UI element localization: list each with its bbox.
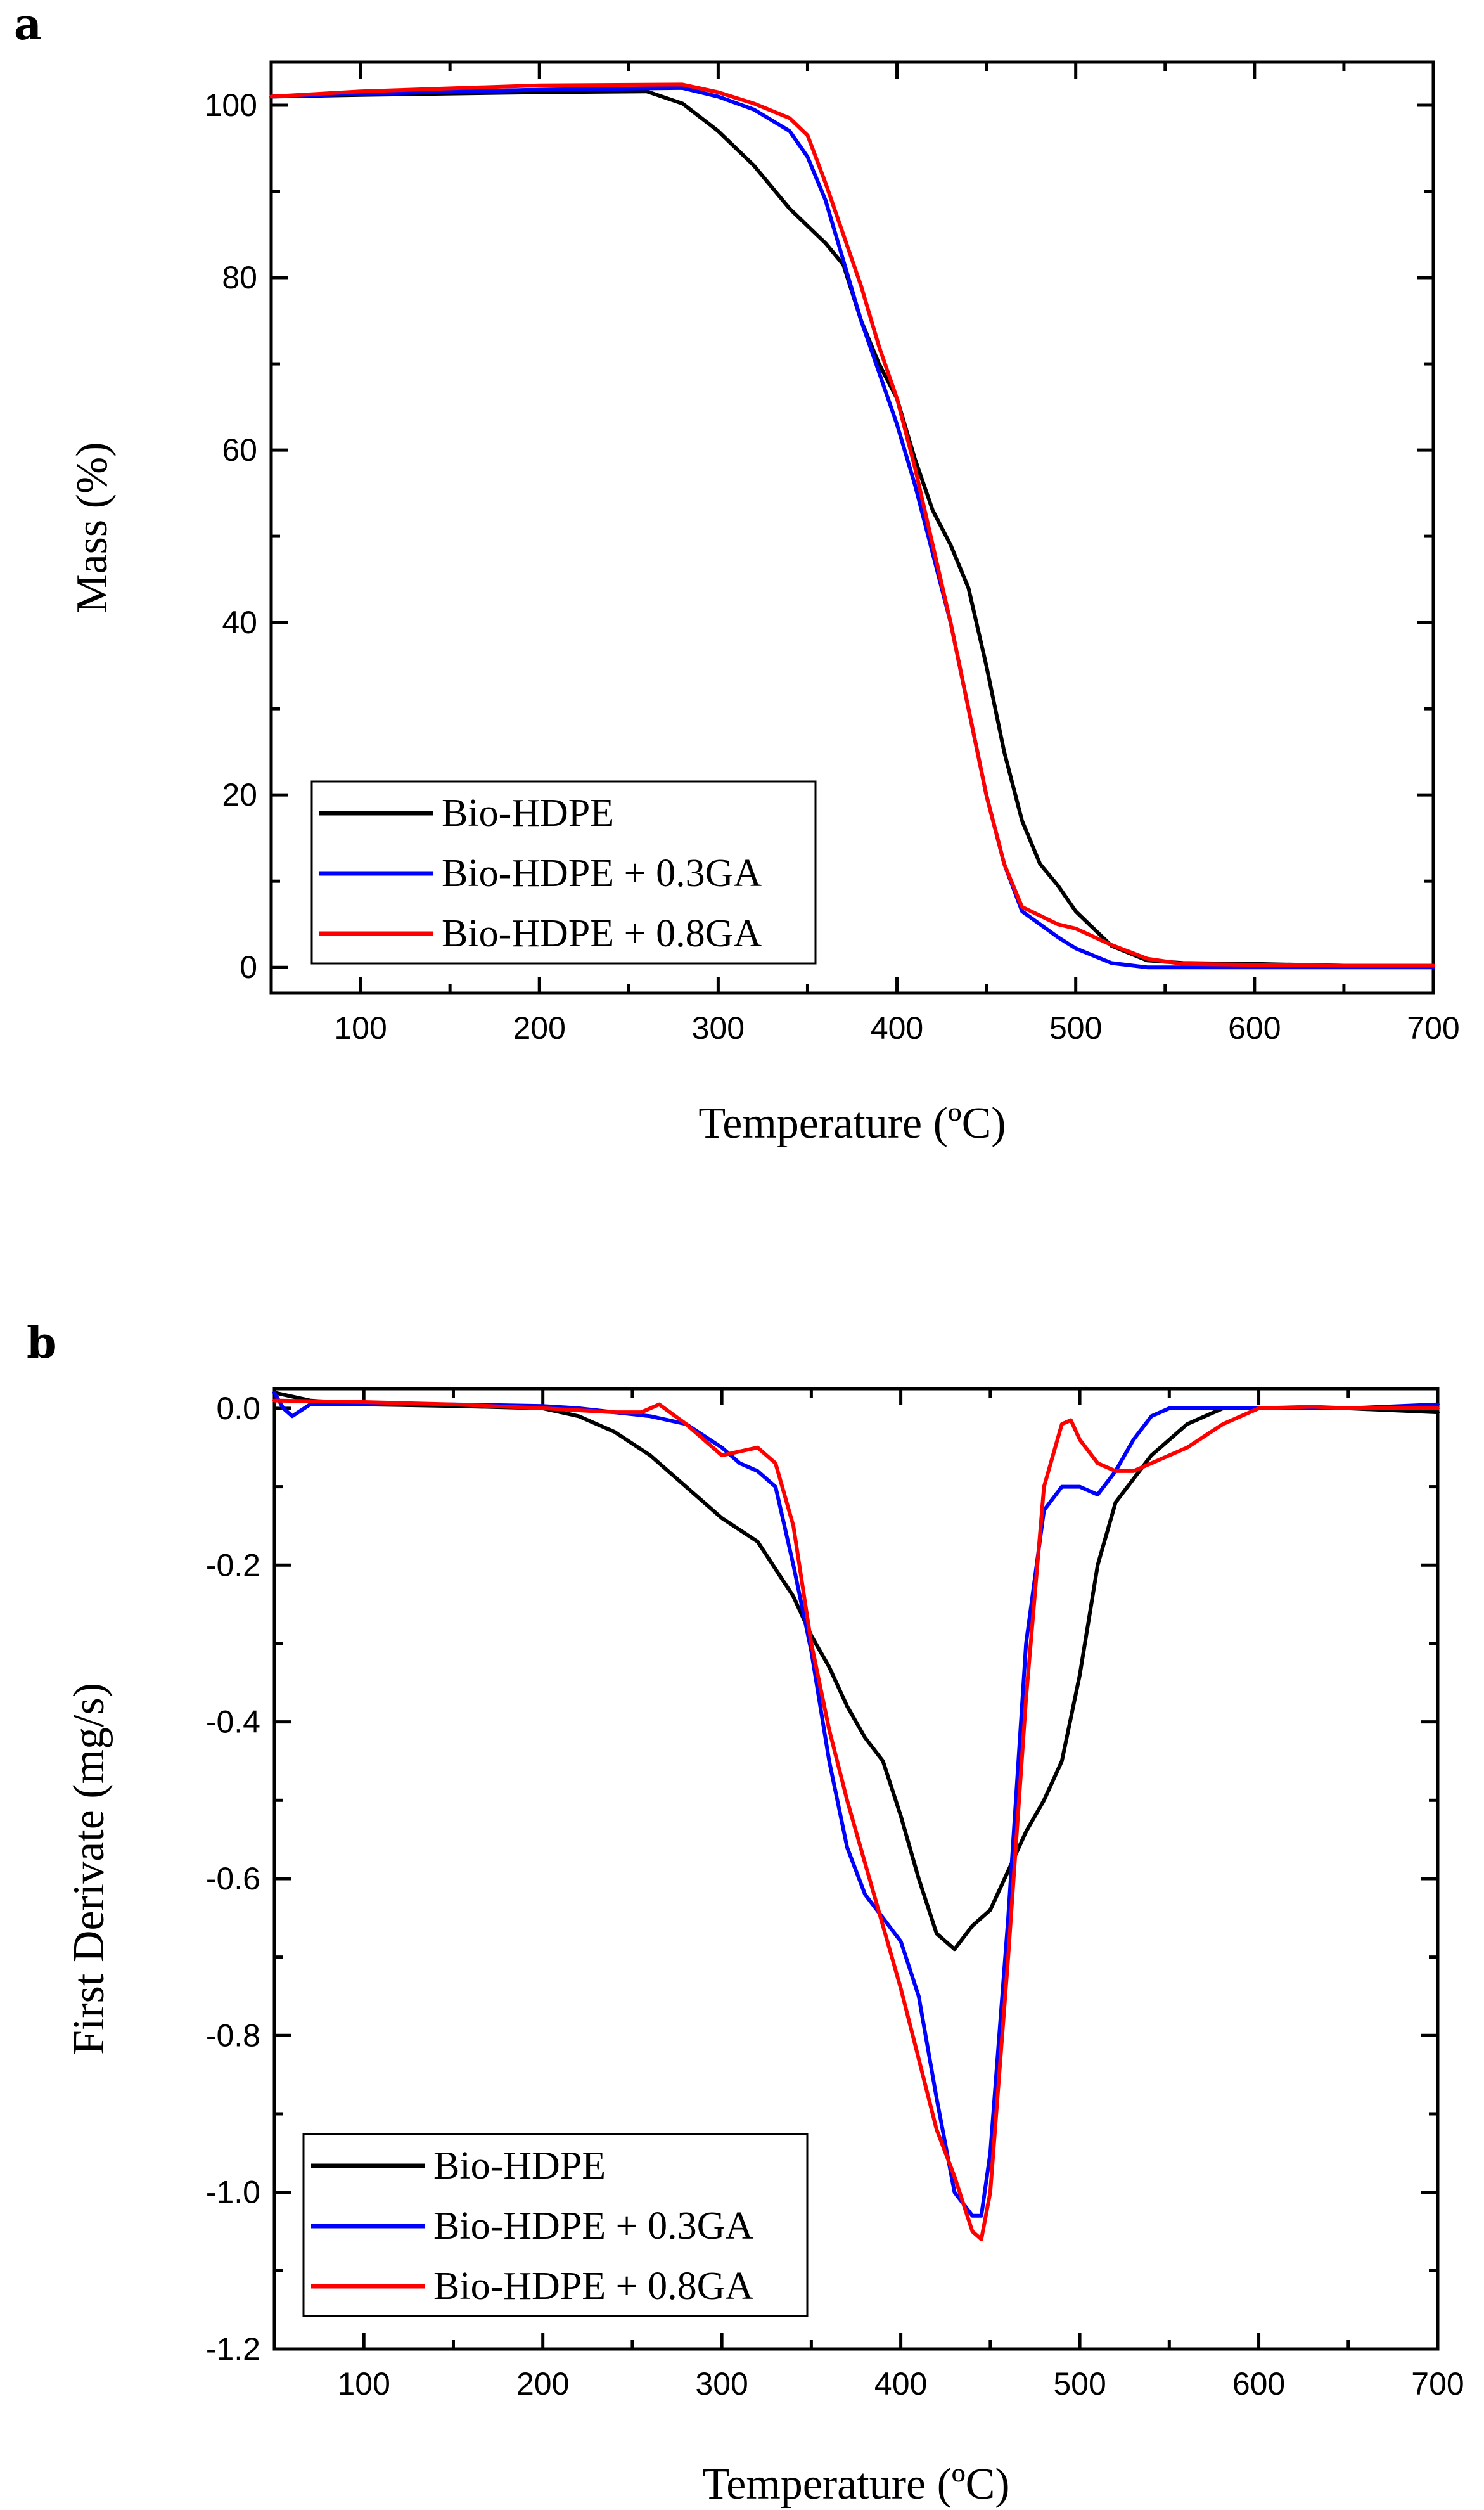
chart-a-y-tick-label: 80 xyxy=(222,260,257,295)
chart-b-y-tick-label: 0.0 xyxy=(216,1391,260,1426)
chart-a-legend-label: Bio-HDPE + 0.8GA xyxy=(442,912,762,955)
chart-b-y-tick-label: -0.2 xyxy=(206,1547,260,1583)
chart-b-plot-frame xyxy=(272,1387,1440,2351)
chart-b-first-derivate: 100 200 300 400 500 600 700 0.0 -0.2 -0.4 -0.6 -0.8… xyxy=(65,1387,1464,2509)
chart-a-y-tick-label: 0 xyxy=(240,949,257,985)
chart-a-legend-label: Bio-HDPE + 0.3GA xyxy=(442,852,762,895)
chart-b-x-axis-title: Temperature (ºC) xyxy=(702,2460,1009,2509)
chart-b-x-tick-label: 700 xyxy=(1411,2366,1464,2402)
chart-b-y-tick-label: -0.8 xyxy=(206,2018,260,2053)
chart-b-y-tick-label: -0.4 xyxy=(206,1704,260,1740)
chart-b-y-tick-label: -1.0 xyxy=(206,2175,260,2210)
chart-b-y-tick-label: -0.6 xyxy=(206,1861,260,1896)
chart-b-y-tick-label: -1.2 xyxy=(206,2331,260,2367)
chart-a-mass: 100 200 300 400 500 600 700 0 20 40 60 80 100 Tempera… xyxy=(68,60,1460,1148)
chart-b-x-tick-label: 100 xyxy=(338,2366,390,2402)
chart-b-series-bio-hdpe-0-3ga-line xyxy=(272,1391,1440,2218)
chart-a-x-tick-label: 700 xyxy=(1407,1010,1459,1046)
chart-b-x-tick-label: 500 xyxy=(1053,2366,1106,2402)
chart-a-y-axis-title: Mass (%) xyxy=(68,442,117,613)
chart-b-series-bio-hdpe-line xyxy=(272,1391,1440,1952)
chart-a-y-tick-label: 20 xyxy=(222,777,257,813)
chart-a-series-bio-hdpe-0-8ga-line xyxy=(269,82,1435,968)
chart-b-legend-label: Bio-HDPE + 0.8GA xyxy=(433,2265,753,2308)
chart-b-x-tick-label: 200 xyxy=(516,2366,569,2402)
chart-b-y-axis-title: First Derivate (mg/s) xyxy=(65,1683,113,2055)
chart-a-legend-label: Bio-HDPE xyxy=(442,792,614,835)
chart-a-y-tick-label: 60 xyxy=(222,432,257,468)
chart-a-y-tick-label: 40 xyxy=(222,605,257,640)
chart-a-series-bio-hdpe-0-3ga-line xyxy=(269,86,1435,970)
chart-a-x-axis-title: Temperature (ºC) xyxy=(698,1099,1006,1148)
chart-a-plot-frame xyxy=(269,60,1435,995)
chart-a-x-tick-label: 100 xyxy=(334,1010,387,1046)
chart-a-y-tick-label: 100 xyxy=(205,87,257,123)
chart-a-x-tick-label: 400 xyxy=(871,1010,923,1046)
chart-a-x-tick-label: 600 xyxy=(1228,1010,1281,1046)
panel-a-label: a xyxy=(14,0,42,50)
chart-b-x-tick-label: 400 xyxy=(874,2366,927,2402)
chart-b-legend-label: Bio-HDPE + 0.3GA xyxy=(433,2204,753,2248)
panel-b-label: b xyxy=(27,1318,57,1368)
chart-b-x-tick-label: 600 xyxy=(1232,2366,1285,2402)
chart-b-legend-label: Bio-HDPE xyxy=(433,2144,606,2187)
chart-a-x-tick-label: 300 xyxy=(692,1010,745,1046)
chart-a-x-tick-label: 200 xyxy=(513,1010,566,1046)
chart-a-x-tick-label: 500 xyxy=(1049,1010,1102,1046)
chart-b-series-bio-hdpe-0-8ga-line xyxy=(272,1398,1440,2241)
chart-b-x-tick-label: 300 xyxy=(695,2366,748,2402)
